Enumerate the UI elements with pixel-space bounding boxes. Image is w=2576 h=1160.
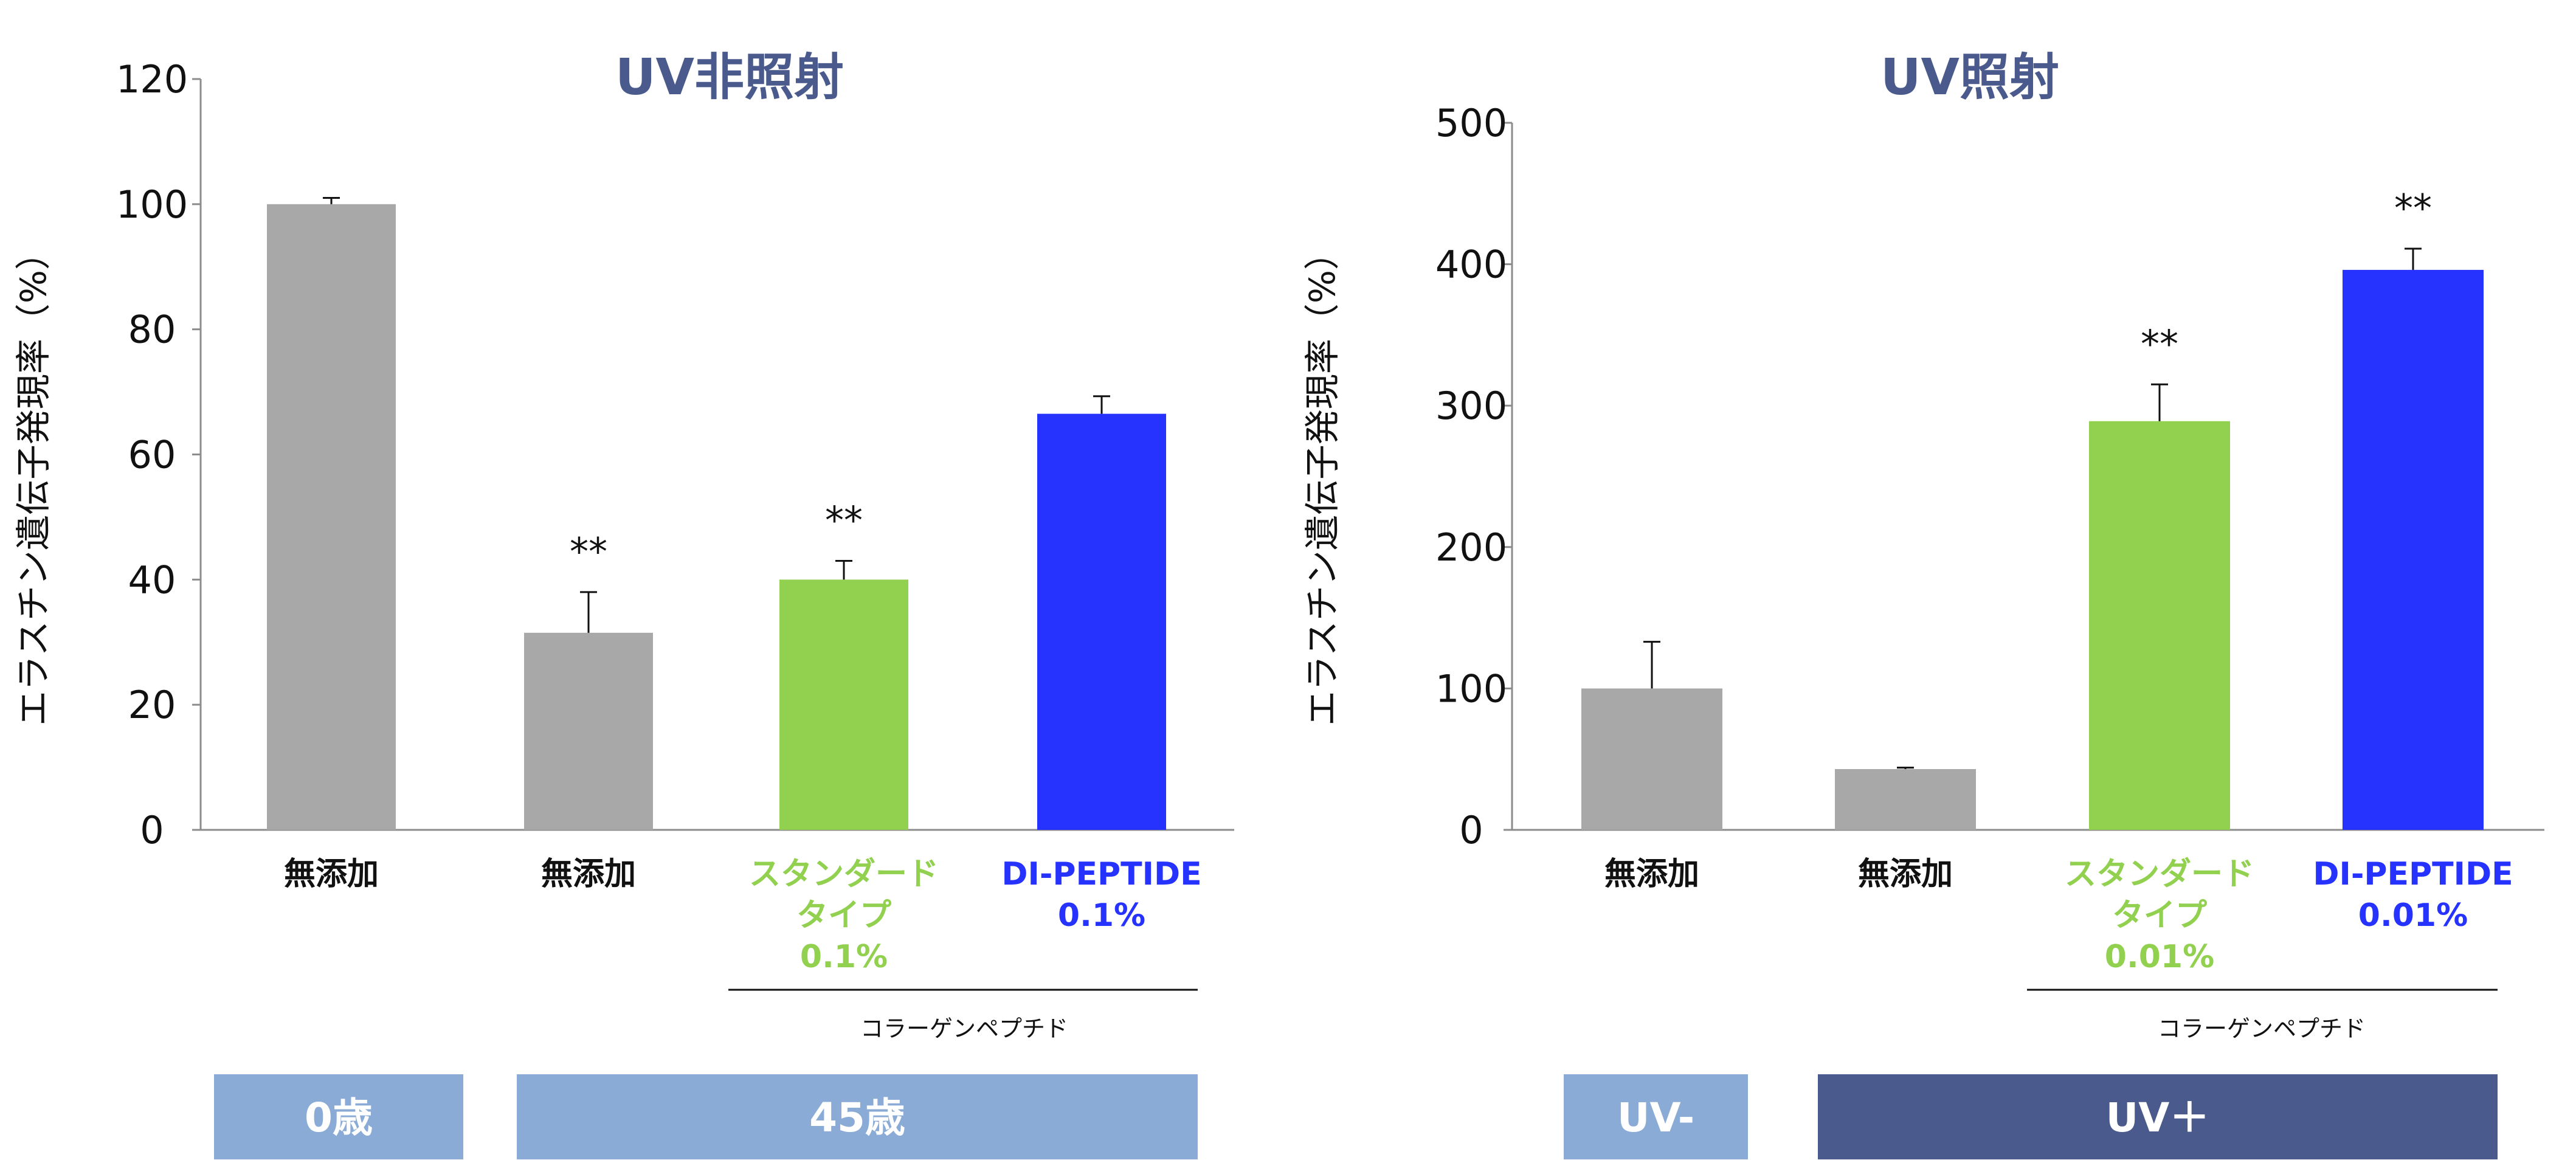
category-label: 0.1% — [1058, 897, 1145, 934]
y-tick-label: 100 — [116, 182, 188, 227]
bar — [1835, 768, 1976, 830]
category-label: タイプ — [2112, 897, 2207, 934]
bar — [1037, 413, 1166, 830]
bar — [2343, 269, 2484, 830]
y-tick-label: 0 — [140, 808, 164, 852]
category-label: 無添加 — [541, 856, 636, 892]
group-band-label: 0歳 — [305, 1094, 373, 1141]
category-label: 0.1% — [800, 939, 888, 975]
category-label: 0.01% — [2105, 939, 2214, 975]
y-tick-label: 120 — [116, 57, 188, 102]
significance-marker: ** — [2141, 322, 2178, 366]
category-label: 無添加 — [284, 856, 379, 892]
bar — [1581, 688, 1722, 830]
group-band — [517, 1074, 1198, 1159]
group-band-label: UV＋ — [2106, 1094, 2210, 1141]
y-tick-label: 80 — [128, 308, 176, 352]
category-label: 無添加 — [1858, 856, 1953, 892]
y-tick-label: 40 — [128, 558, 176, 602]
significance-marker: ** — [825, 498, 863, 542]
group-bracket-label: コラーゲンペプチド — [2158, 1015, 2366, 1042]
y-tick-label: 20 — [128, 683, 176, 727]
category-label: DI-PEPTIDE — [1001, 856, 1201, 892]
category-label: スタンダード — [749, 856, 939, 892]
y-tick-label: 400 — [1435, 243, 1507, 287]
category-label: 無添加 — [1604, 856, 1699, 892]
category-label: 0.01% — [2358, 897, 2468, 934]
bar — [2089, 421, 2230, 830]
y-tick-label: 200 — [1435, 525, 1507, 570]
group-band-label: 45歳 — [809, 1094, 905, 1141]
group-band — [1818, 1074, 2498, 1159]
y-axis-label: エラスチン遺伝子発現率（%） — [1302, 235, 1343, 726]
y-tick-label: 100 — [1435, 666, 1507, 711]
chart-title: UV照射 — [1880, 49, 2059, 106]
bar — [267, 204, 396, 830]
category-label: スタンダード — [2065, 856, 2254, 892]
bar — [524, 632, 653, 830]
y-tick-label: 0 — [1459, 808, 1483, 852]
significance-marker: ** — [570, 530, 607, 574]
category-label: タイプ — [796, 897, 891, 934]
y-tick-label: 500 — [1435, 101, 1507, 145]
group-band — [214, 1074, 463, 1159]
y-tick-label: 300 — [1435, 384, 1507, 428]
significance-marker: ** — [2394, 186, 2432, 230]
bar — [779, 579, 908, 830]
chart-title: UV非照射 — [615, 49, 844, 106]
y-tick-label: 60 — [128, 433, 176, 477]
group-bracket-label: コラーゲンペプチド — [860, 1015, 1068, 1042]
y-axis-label: エラスチン遺伝子発現率（%） — [13, 235, 54, 726]
group-band-label: UV- — [1617, 1094, 1694, 1141]
category-label: DI-PEPTIDE — [2313, 856, 2513, 892]
group-band — [1564, 1074, 1748, 1159]
